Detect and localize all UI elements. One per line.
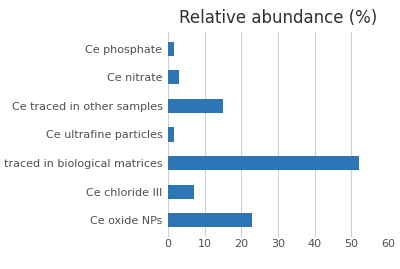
Bar [168, 70, 179, 84]
Bar [168, 213, 252, 227]
Title: Relative abundance (%): Relative abundance (%) [179, 9, 377, 27]
Bar [168, 127, 174, 142]
Bar [168, 42, 174, 56]
Bar [168, 99, 223, 113]
Bar [168, 156, 359, 170]
Bar [168, 185, 194, 199]
